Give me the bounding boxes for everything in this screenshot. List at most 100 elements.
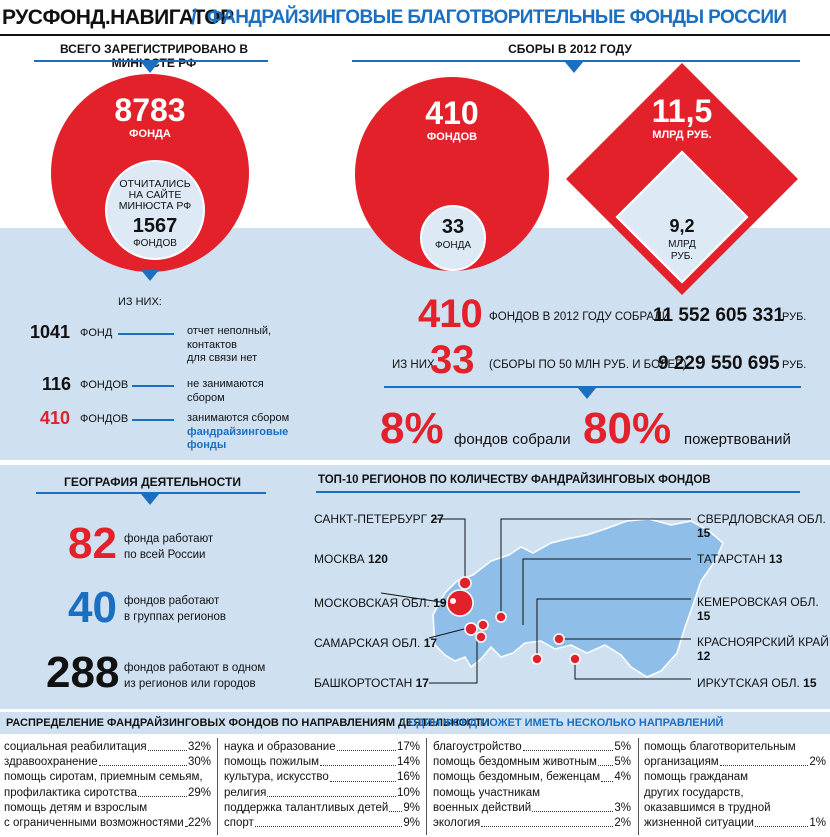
- directions-subtitle: / ОДИН ФОНД МОЖЕТ ИМЕТЬ НЕСКОЛЬКО НАПРАВ…: [402, 717, 724, 729]
- dot-saint-petersburg: [458, 576, 472, 590]
- region-samara: САМАРСКАЯ ОБЛ. 17: [314, 636, 438, 650]
- direction-row: наука и образование 17%: [224, 741, 420, 753]
- direction-row: организациям 2%: [644, 756, 826, 769]
- breakdown-2-desc: не занимаются сбором: [187, 378, 264, 404]
- breakdown-3-value: 410: [40, 408, 71, 428]
- direction-row: помощь участникам: [433, 786, 541, 799]
- reported-value: 1567: [132, 215, 178, 237]
- amount-total-unit: МЛРД РУБ.: [652, 129, 712, 141]
- breakdown-1-value: 1041: [30, 322, 71, 342]
- row1-currency: РУБ.: [782, 311, 807, 323]
- dot-krasnoyarsk: [553, 633, 565, 645]
- registered-pointer: [141, 62, 159, 73]
- reported-pointer: [141, 270, 159, 281]
- geography-band: [0, 465, 305, 709]
- directions-header-bg: [0, 712, 830, 734]
- direction-row: помощь гражданам: [644, 771, 749, 784]
- total-value: 8783: [114, 92, 186, 128]
- breakdown-3-line: [132, 419, 174, 421]
- row2-sum: 9 229 550 695: [658, 353, 780, 374]
- directions-col-2: наука и образование 17% помощь пожилым 14%…: [224, 740, 420, 831]
- direction-row: помощь бездомным животным 5%: [433, 756, 631, 769]
- geo-one-text: фондов работают в одном из регионов или …: [124, 662, 266, 690]
- row2-text: (СБОРЫ ПО 50 МЛН РУБ. И БОЛЕЕ): [489, 359, 687, 371]
- registered-rule: [34, 60, 268, 62]
- registered-label: ВСЕГО ЗАРЕГИСТРИРОВАНО В МИНЮСТЕ РФ: [59, 42, 249, 70]
- pct2-value: 80%: [583, 404, 672, 453]
- direction-row: помощь сиротам, приемным семьям,: [4, 771, 203, 784]
- region-tatarstan: ТАТАРСТАН 13: [697, 552, 783, 566]
- collections-label: СБОРЫ В 2012 ГОДУ: [508, 42, 632, 56]
- big-funds-circle: [420, 205, 486, 271]
- top10-label: ТОП-10 РЕГИОНОВ ПО КОЛИЧЕСТВУ ФАНДРАЙЗИН…: [318, 474, 711, 486]
- header-rule: [0, 34, 830, 36]
- direction-row: здравоохранение 30%: [4, 756, 211, 769]
- row1-sum: 11 552 605 331: [653, 305, 785, 326]
- geography-label: ГЕОГРАФИЯ ДЕЯТЕЛЬНОСТИ: [64, 475, 241, 489]
- row2-num: 33: [430, 338, 475, 382]
- breakdown-1-line: [118, 333, 174, 335]
- collections-rule: [352, 60, 800, 62]
- page-header: РУСФОНД.НАВИГАТОР / ФАНДРАЙЗИНГОВЫЕ БЛАГ…: [0, 0, 830, 36]
- directions-col-3: благоустройство 5% помощь бездомным живот…: [433, 740, 631, 831]
- geo-all-text: фонда работают по всей России: [124, 533, 214, 561]
- amount-total: 11,5: [651, 93, 713, 129]
- region-krasnoyarsk: КРАСНОЯРСКИЙ КРАЙ 12: [697, 635, 829, 663]
- breakdown-2-value: 116: [42, 374, 72, 394]
- region-spb: САНКТ-ПЕТЕРБУРГ 27: [314, 512, 444, 526]
- big-funds-unit: ФОНДА: [434, 240, 472, 251]
- reported-circle: [105, 160, 205, 260]
- geography-pointer: [141, 494, 159, 505]
- big-funds-value: 33: [441, 216, 465, 238]
- breakdown-1-unit: ФОНД: [80, 327, 113, 339]
- direction-row: социальная реабилитация 32%: [4, 741, 211, 753]
- brand-title: РУСФОНД.НАВИГАТОР: [2, 6, 234, 29]
- directions-col-4: помощь благотворительным организациям 2% …: [644, 740, 826, 831]
- geo-group-text: фондов работают в группах регионов: [124, 595, 226, 623]
- breakdown-3-desc: занимаются сбором фандрайзинговые фонды: [187, 412, 290, 451]
- region-moscow: МОСКВА 120: [314, 552, 388, 566]
- funds-total: 410: [425, 95, 479, 131]
- direction-row: культура, искусство 16%: [224, 771, 420, 784]
- page-title: ФАНДРАЙЗИНГОВЫЕ БЛАГОТВОРИТЕЛЬНЫЕ ФОНДЫ …: [207, 7, 787, 28]
- direction-row: спорт 9%: [224, 817, 420, 830]
- breakdown-2-unit: ФОНДОВ: [80, 379, 129, 391]
- col-divider-2: [426, 738, 427, 835]
- col-divider-3: [638, 738, 639, 835]
- direction-row: с ограниченными возможностями 22%: [4, 817, 211, 830]
- geo-one-value: 288: [46, 648, 120, 697]
- dot-tatarstan: [477, 619, 489, 631]
- region-irkutsk: ИРКУТСКАЯ ОБЛ. 15: [697, 676, 817, 690]
- dot-samara: [464, 622, 478, 636]
- pct-pointer: [578, 388, 596, 399]
- funds-unit: ФОНДОВ: [426, 131, 478, 143]
- header-slash: /: [191, 6, 197, 29]
- direction-row: помощь благотворительным: [644, 741, 796, 753]
- geography-rule: [36, 492, 266, 494]
- pct-rule: [384, 386, 801, 388]
- row1-text: ФОНДОВ В 2012 ГОДУ СОБРАЛИ: [489, 311, 671, 323]
- collections-pointer: [565, 62, 583, 73]
- direction-row: помощь пожилым 14%: [224, 756, 420, 769]
- direction-row: других государств,: [644, 786, 744, 799]
- direction-row: военных действий 3%: [433, 801, 631, 814]
- dot-moscow-obl: [450, 598, 456, 604]
- direction-row: жизненной ситуации 1%: [644, 817, 826, 830]
- breakdown-1-desc: отчет неполный, контактов для связи нет: [187, 325, 272, 364]
- breakdown-3-unit: ФОНДОВ: [80, 413, 129, 425]
- row2-currency: РУБ.: [782, 359, 807, 371]
- region-bashkortostan: БАШКОРТОСТАН 17: [314, 676, 429, 690]
- col-divider-1: [217, 738, 218, 835]
- of-them-label: ИЗ НИХ:: [118, 296, 162, 308]
- direction-row: благоустройство 5%: [433, 741, 631, 753]
- region-moscow-obl: МОСКОВСКАЯ ОБЛ. 19: [314, 596, 447, 610]
- direction-row: помощь бездомным, беженцам 4%: [433, 771, 631, 784]
- amount-big-value: 9,2: [669, 216, 695, 236]
- pct1-value: 8%: [380, 404, 444, 453]
- direction-row: профилактика сиротства 29%: [4, 786, 211, 799]
- row1-num: 410: [418, 292, 483, 336]
- dot-sverdlovsk: [495, 611, 507, 623]
- pct2-text: пожертвований: [684, 431, 791, 448]
- directions-title: РАСПРЕДЕЛЕНИЕ ФАНДРАЙЗИНГОВЫХ ФОНДОВ ПО …: [6, 717, 490, 729]
- region-sverdlovsk: СВЕРДЛОВСКАЯ ОБЛ. 15: [697, 512, 826, 540]
